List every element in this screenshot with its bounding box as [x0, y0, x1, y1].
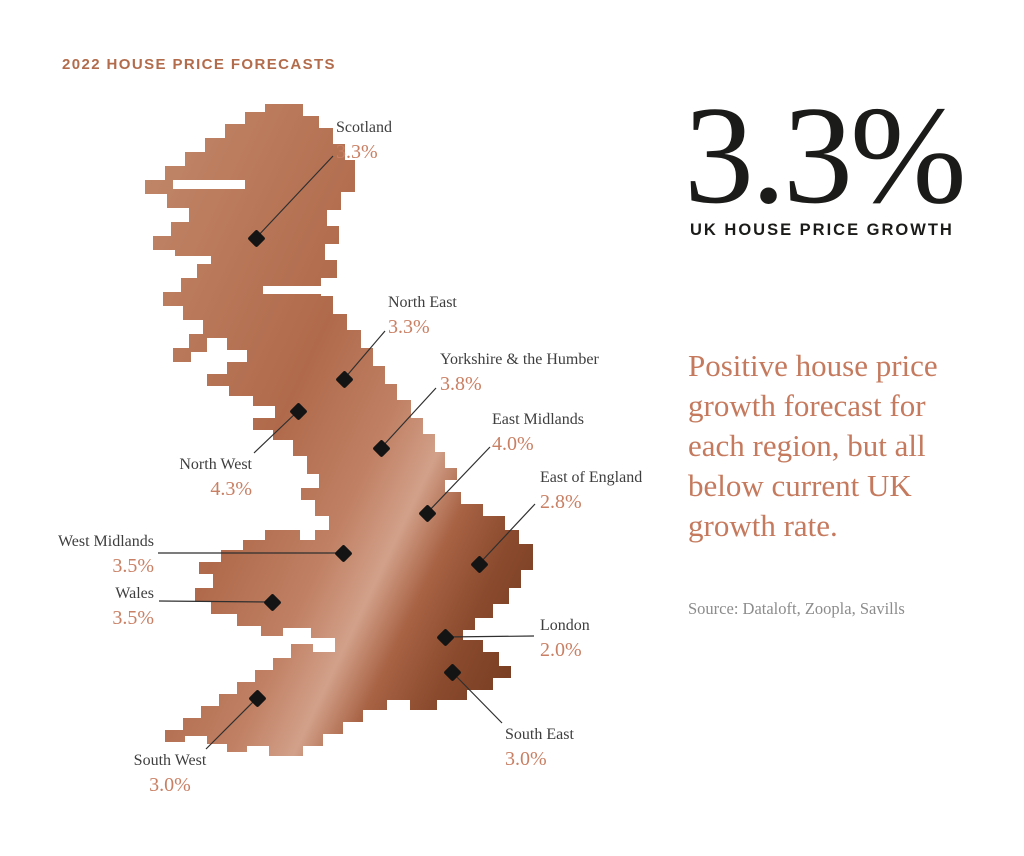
region-value: 3.8% — [440, 373, 482, 395]
region-value: 2.0% — [540, 639, 582, 661]
uk-growth-value: 3.3% — [684, 78, 967, 233]
region-value: 4.0% — [492, 433, 534, 455]
uk-growth-label: UK HOUSE PRICE GROWTH — [690, 221, 954, 239]
region-name: South East — [505, 726, 574, 743]
source-text: Source: Dataloft, Zoopla, Savills — [688, 599, 905, 618]
region-name: East Midlands — [492, 411, 584, 428]
region-name: Yorkshire & the Humber — [440, 351, 599, 368]
region-value: 3.5% — [112, 607, 154, 629]
region-value: 3.3% — [336, 141, 378, 163]
north-west-label: North West 4.3% — [179, 455, 252, 501]
region-name: North West — [179, 456, 252, 473]
north-east-label: North East 3.3% — [388, 293, 457, 339]
summary-text: Positive house price growth forecast for… — [688, 348, 938, 543]
region-name: West Midlands — [57, 533, 154, 550]
region-value: 2.8% — [540, 491, 582, 513]
east-midlands-label: East Midlands 4.0% — [492, 410, 584, 456]
region-value: 3.0% — [505, 748, 547, 770]
region-name: Wales — [115, 585, 154, 602]
wales-label: Wales 3.5% — [112, 584, 154, 630]
region-value: 3.3% — [388, 316, 430, 338]
firth-notch — [173, 180, 245, 189]
region-name: North East — [388, 294, 457, 311]
south-west-label: South West 3.0% — [134, 751, 207, 797]
west-midlands-label: West Midlands 3.5% — [58, 532, 154, 578]
firth-notch — [263, 286, 327, 294]
yorkshire-and-the-humber-label: Yorkshire & the Humber 3.8% — [440, 350, 599, 396]
east-of-england-label: East of England 2.8% — [540, 468, 642, 514]
region-value: 3.0% — [149, 774, 191, 796]
london-label: London 2.0% — [540, 616, 590, 662]
uk-map-shape — [145, 104, 533, 756]
region-name: East of England — [540, 469, 643, 486]
page-title: 2022 HOUSE PRICE FORECASTS — [62, 56, 336, 73]
great-britain-landmass — [145, 104, 533, 756]
region-value: 4.3% — [210, 478, 252, 500]
region-name: London — [540, 617, 590, 634]
region-value: 3.5% — [112, 555, 154, 577]
region-name: Scotland — [336, 119, 392, 136]
scotland-label: Scotland 3.3% — [336, 118, 392, 164]
south-east-label: South East 3.0% — [505, 725, 574, 771]
region-name: South West — [133, 752, 207, 769]
firth-notch — [159, 256, 211, 264]
